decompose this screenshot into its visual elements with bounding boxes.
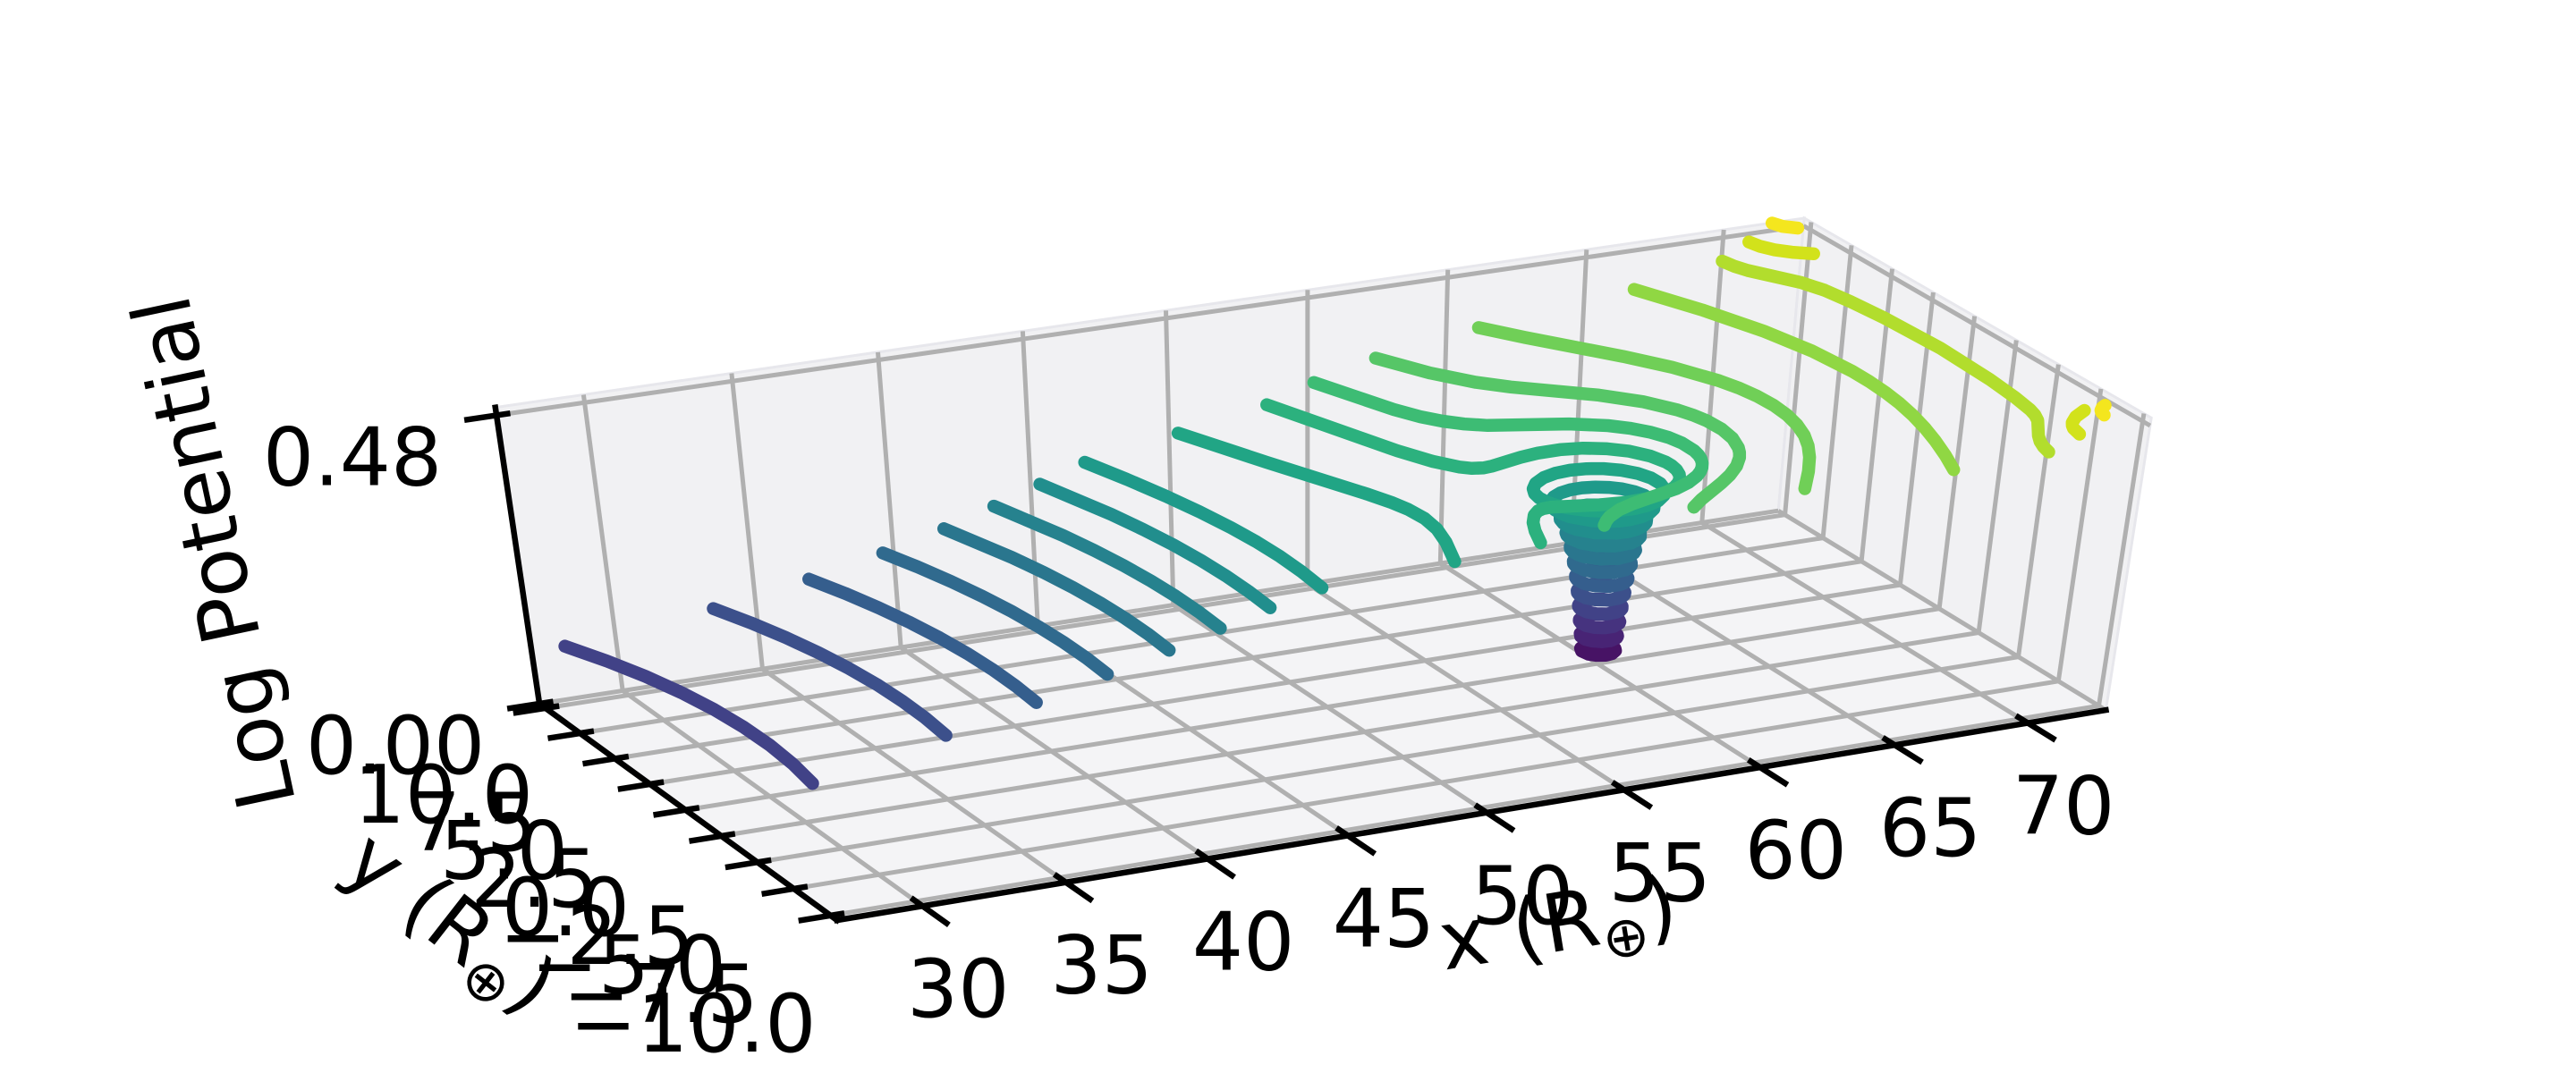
grid-line [1172, 603, 1488, 815]
x-tick-mark [1194, 848, 1236, 880]
y-tick-label: −10.0 [570, 977, 817, 1071]
x-tick-label: 60 [1745, 804, 1848, 898]
y-tick-mark [724, 857, 772, 871]
y-tick-mark [581, 753, 630, 767]
contour-line [1033, 477, 1277, 614]
contour-line [1078, 455, 1329, 595]
x-tick-label: 55 [1609, 826, 1712, 920]
contour-line [1716, 254, 2055, 459]
contour-line [1765, 216, 1805, 235]
y-tick-mark [513, 703, 560, 716]
y-tick-label: 10.0 [354, 748, 533, 842]
z-axis-label: Log Potential [114, 288, 315, 818]
grid-line [899, 646, 1209, 861]
grid-line [1438, 561, 1762, 770]
x-tick-mark [1746, 757, 1790, 788]
contour-line [2094, 399, 2112, 422]
tick-marks [463, 410, 2057, 928]
grid-line [1020, 331, 1040, 627]
x-tick-label: 50 [1471, 849, 1574, 943]
x-tick-label: 45 [1333, 873, 1436, 967]
grid-line [793, 679, 2059, 891]
x-tick-mark [1052, 872, 1095, 904]
grid-line [580, 394, 625, 691]
contour-line [1260, 398, 1687, 550]
contour-line [2065, 403, 2091, 441]
x-tick-label: 65 [1879, 782, 1982, 875]
x-tick-label: 70 [2012, 760, 2115, 854]
grid-line [1783, 222, 1814, 515]
grid-line [621, 689, 924, 908]
grid-line [721, 630, 1979, 839]
y-tick-mark [547, 728, 595, 741]
x-tick-mark [1610, 780, 1654, 810]
y-tick-label: 7.5 [410, 776, 538, 870]
tick-labels: 30 35 40 45 50 55 60 65 70 10.07.55.02.50.0−2.5−5… [263, 411, 2114, 1071]
z-axis-line [492, 404, 543, 707]
contour-lines [558, 216, 2112, 790]
grid-line [649, 582, 1901, 787]
earth-symbol-subscript: ⊕ [1597, 901, 1655, 974]
contour-line [1368, 351, 1747, 514]
contour-line [558, 639, 819, 790]
x-tick-mark [1473, 802, 1516, 833]
x-tick-mark [2014, 713, 2057, 743]
y-tick-label: 2.5 [470, 832, 598, 926]
grid-line [757, 655, 2019, 865]
grid-line [496, 224, 1804, 418]
y-tick-mark [617, 779, 665, 792]
contour-line [987, 499, 1227, 635]
y-tick-label: −7.5 [563, 948, 758, 1042]
y-tick-label: 5.0 [440, 804, 568, 898]
grid-line [614, 559, 1862, 761]
grid-line [1306, 582, 1626, 792]
grid-line [876, 351, 903, 648]
y-tick-label: −5.0 [531, 918, 727, 1012]
y-tick-mark [798, 910, 845, 924]
grid-line [761, 667, 1068, 884]
z-tick-mark [506, 698, 554, 712]
y-tick-mark [652, 805, 700, 818]
contour-line [1471, 321, 1817, 495]
x-tick-mark [909, 895, 951, 928]
x-tick-label: 35 [1050, 919, 1153, 1013]
x-tick-label: 40 [1192, 895, 1295, 989]
grid-line [1164, 310, 1176, 605]
grid-line [1776, 509, 2107, 713]
contour-line [707, 602, 953, 742]
grid-line [1802, 224, 2152, 428]
contour-line [876, 546, 1114, 681]
contour-line [1627, 283, 1961, 477]
contour-line [1742, 235, 1820, 261]
y-tick-label: −2.5 [499, 890, 695, 984]
contour-line [1307, 376, 1709, 532]
grid-line [2055, 388, 2104, 682]
z-tick-label: 0.48 [263, 411, 442, 505]
y-tick-mark [761, 883, 809, 898]
grid-line [685, 606, 1940, 813]
grid-line [2016, 364, 2061, 657]
x-tick-mark [1335, 825, 1377, 857]
contour-line [936, 522, 1176, 657]
y-tick-label: 0.0 [502, 861, 630, 955]
y-tick-mark [688, 831, 736, 844]
contour-line [802, 572, 1043, 709]
z-tick-mark [463, 410, 511, 424]
contour-line [1171, 427, 1462, 569]
x-tick-label: 30 [907, 942, 1010, 1036]
grid-line [2097, 413, 2147, 706]
x-tick-mark [1881, 735, 1924, 765]
z-tick-label: 0.00 [306, 699, 485, 793]
